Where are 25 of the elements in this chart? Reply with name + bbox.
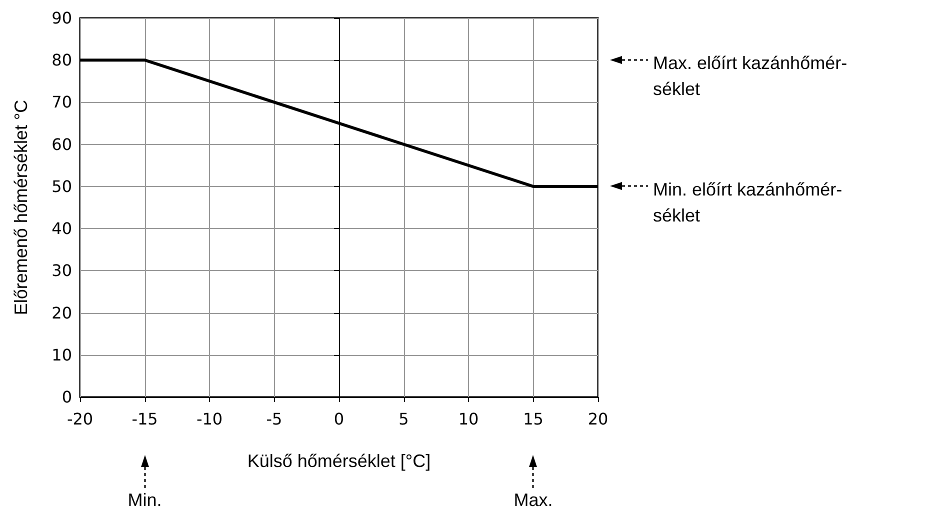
x-tick-label: -10 — [196, 410, 223, 428]
y-tick-label: 30 — [52, 261, 72, 280]
x-tick-label: 5 — [398, 410, 409, 428]
y-tick-label: 60 — [52, 134, 72, 154]
y-tick-label: 40 — [52, 219, 72, 238]
y-tick-label: 90 — [52, 8, 72, 28]
x-tick-label: 20 — [588, 410, 608, 428]
text: Max. előírt kazánhőmér- séklet — [653, 53, 848, 100]
y-tick-label: 20 — [52, 303, 72, 322]
y-tick-label: 50 — [52, 176, 72, 196]
x-tick-label: -20 — [66, 410, 94, 428]
x-tick-label: -5 — [266, 410, 282, 428]
x-tick-label: 0 — [334, 410, 344, 428]
y-tick-label: 70 — [52, 92, 72, 112]
x-axis-title: Külső hőmérséklet [°C] — [247, 451, 431, 471]
y-tick-label: 80 — [52, 50, 72, 70]
text: Max. — [514, 490, 553, 510]
x-tick-label: -15 — [132, 410, 158, 428]
text: Min. — [128, 490, 162, 510]
text: Min. előírt kazánhőmér- séklet — [653, 179, 842, 226]
y-tick-label: 0 — [62, 388, 72, 406]
y-tick-label: 10 — [52, 345, 72, 364]
x-tick-label: 10 — [458, 410, 479, 428]
x-tick-label: 15 — [523, 410, 544, 428]
y-axis-title: Előremenő hőmérséklet °C — [11, 100, 31, 316]
